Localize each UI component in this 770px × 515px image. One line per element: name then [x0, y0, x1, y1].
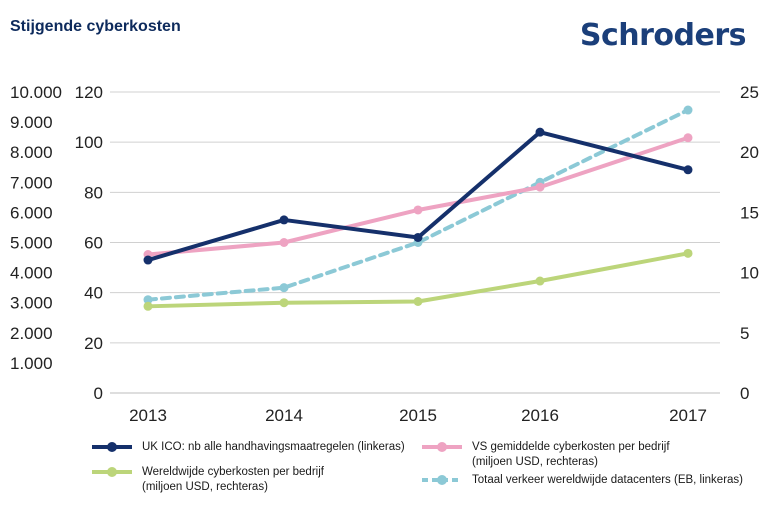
legend-swatch-traffic [422, 475, 462, 485]
data-point [279, 215, 289, 225]
left-inner-tick-label: 120 [75, 83, 103, 102]
data-point [143, 301, 153, 311]
legend-item-uk-ico: UK ICO: nb alle handhavingsmaatregelen (… [90, 440, 430, 456]
legend-swatch-world-cost [92, 467, 132, 477]
left-inner-tick-label: 0 [94, 384, 103, 403]
left-inner-tick-label: 80 [84, 183, 103, 202]
left-inner-tick-label: 100 [75, 133, 103, 152]
data-point [279, 238, 289, 247]
right-tick-label: 5 [740, 324, 749, 343]
data-point [413, 205, 423, 215]
legend-item-traffic: Totaal verkeer wereldwijde datacenters (… [420, 473, 760, 489]
right-tick-label: 10 [740, 264, 759, 283]
legend-label-uk-ico: UK ICO: nb alle handhavingsmaatregelen (… [142, 441, 405, 453]
series-line [146, 108, 690, 302]
x-tick-label: 2014 [265, 406, 303, 425]
data-point [143, 295, 153, 305]
data-point [683, 133, 693, 143]
legend-label-us-cost: VS gemiddelde cyberkosten per bedrijf (m… [472, 440, 670, 470]
left-inner-tick-label: 40 [84, 284, 103, 303]
left-outer-tick-label: 3.000 [10, 294, 53, 313]
right-tick-label: 25 [740, 83, 759, 102]
left-outer-tick-label: 2.000 [10, 324, 53, 343]
data-point [279, 298, 289, 308]
data-point [535, 276, 545, 286]
left-outer-tick-label: 1.000 [10, 354, 53, 373]
left-outer-tick-label: 5.000 [10, 234, 53, 253]
right-tick-label: 0 [740, 384, 749, 403]
legend-item-world-cost: Wereldwijde cyberkosten per bedrijf (mil… [90, 465, 420, 497]
x-tick-label: 2015 [399, 406, 437, 425]
legend-item-us-cost: VS gemiddelde cyberkosten per bedrijf (m… [420, 440, 750, 472]
left-inner-tick-label: 20 [84, 334, 103, 353]
data-point [279, 283, 289, 293]
legend-label-world-cost: Wereldwijde cyberkosten per bedrijf (mil… [142, 465, 324, 495]
x-tick-label: 2013 [129, 406, 167, 425]
gridlines [110, 91, 720, 394]
left-inner-tick-label: 60 [84, 234, 103, 253]
data-point [413, 296, 423, 306]
right-tick-label: 15 [740, 203, 759, 222]
data-point [143, 255, 153, 265]
legend-label-world-cost-line2: (miljoen USD, rechteras) [142, 481, 268, 493]
legend-swatch-us-cost [422, 442, 462, 452]
data-point [535, 182, 545, 192]
legend-swatch-uk-ico [92, 442, 132, 452]
series-lines [143, 105, 693, 311]
chart-title: Stijgende cyberkosten [10, 18, 181, 35]
left-outer-tick-label: 6.000 [10, 203, 53, 222]
brand-logo: Schroders [579, 18, 747, 53]
legend-label-world-cost-line1: Wereldwijde cyberkosten per bedrijf [142, 466, 324, 478]
legend-label-us-cost-line2: (miljoen USD, rechteras) [472, 456, 598, 468]
data-point [535, 127, 545, 137]
legend-label-us-cost-line1: VS gemiddelde cyberkosten per bedrijf [472, 441, 670, 453]
x-tick-label: 2016 [521, 406, 559, 425]
left-outer-tick-label: 9.000 [10, 113, 53, 132]
x-tick-label: 2017 [669, 406, 707, 425]
axis-ticks: 0204060801001201.0002.0003.0004.0005.000… [10, 83, 759, 425]
data-point [683, 105, 693, 115]
right-tick-label: 20 [740, 143, 759, 162]
left-outer-tick-label: 8.000 [10, 143, 53, 162]
left-outer-tick-label: 7.000 [10, 173, 53, 192]
left-outer-tick-label: 10.000 [10, 83, 62, 102]
left-outer-tick-label: 4.000 [10, 264, 53, 283]
data-point [683, 248, 693, 258]
data-point [683, 165, 693, 175]
legend-label-traffic: Totaal verkeer wereldwijde datacenters (… [472, 474, 744, 486]
data-point [413, 232, 423, 242]
